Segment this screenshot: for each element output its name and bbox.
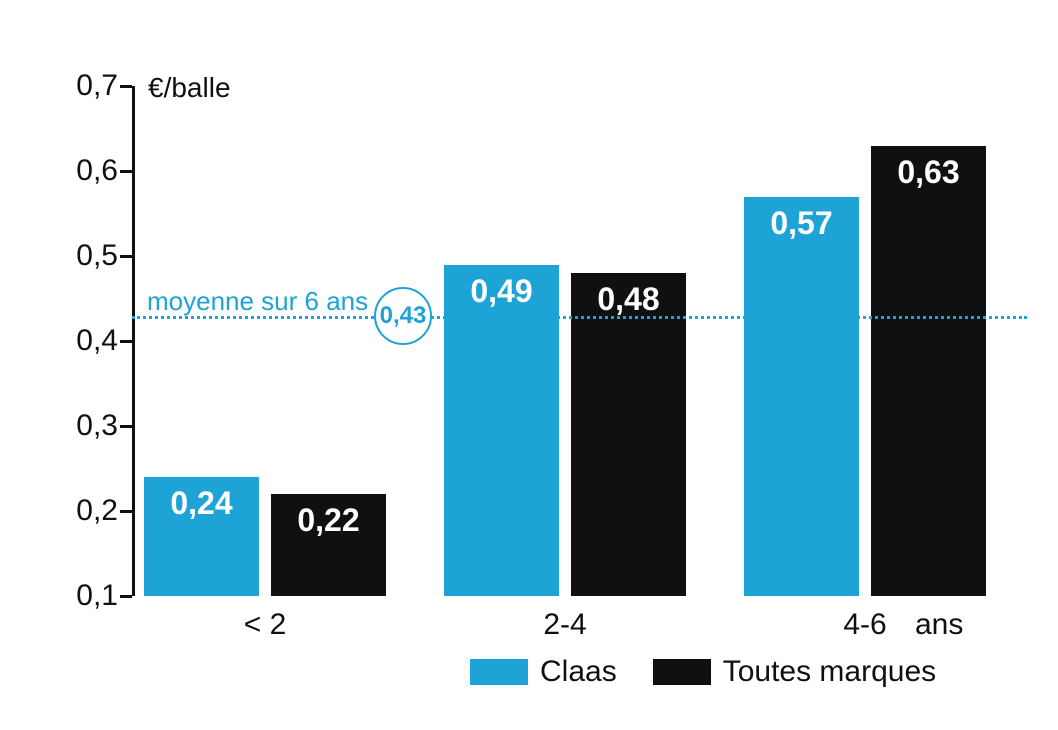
y-tick-mark [120, 255, 132, 258]
legend-label: Claas [540, 655, 617, 689]
bar-toutes-marques-0: 0,22 [271, 494, 386, 596]
bar-claas-2: 0,57 [744, 197, 859, 597]
legend-swatch [653, 659, 711, 685]
plot-area: 0,24 0,22 0,49 0,48 0,57 0,63 moyenne sur 6 an… [132, 86, 1027, 596]
bar-toutes-marques-2: 0,63 [871, 146, 986, 597]
y-tick-label: 0,6 [76, 154, 118, 188]
bar-value-label: 0,22 [297, 502, 359, 539]
bar-value-label: 0,48 [597, 281, 659, 318]
y-tick-label: 0,3 [76, 409, 118, 443]
y-tick-mark [120, 170, 132, 173]
legend: Claas Toutes marques [470, 655, 936, 689]
y-tick-label: 0,2 [76, 494, 118, 528]
legend-label: Toutes marques [723, 655, 936, 689]
bar-claas-0: 0,24 [144, 477, 259, 596]
legend-swatch [470, 659, 528, 685]
bar-value-label: 0,24 [170, 485, 232, 522]
y-tick-label: 0,7 [76, 69, 118, 103]
y-tick-mark [120, 425, 132, 428]
x-category-label: 2-4 [543, 608, 586, 642]
y-tick-label: 0,5 [76, 239, 118, 273]
bar-value-label: 0,49 [470, 273, 532, 310]
bar-claas-1: 0,49 [444, 265, 559, 597]
legend-item-claas: Claas [470, 655, 617, 689]
cost-per-bale-chart: 0,10,20,30,40,50,60,7 €/balle 0,240,220,… [0, 0, 1058, 730]
x-axis-unit: ans [915, 608, 963, 642]
x-category-label: 4-6 [843, 608, 886, 642]
legend-item-toutes-marques: Toutes marques [653, 655, 936, 689]
bar-value-label: 0,63 [897, 154, 959, 191]
y-tick-label: 0,4 [76, 324, 118, 358]
y-tick-mark [120, 340, 132, 343]
average-label: moyenne sur 6 ans [147, 286, 368, 317]
y-tick-mark [120, 85, 132, 88]
bar-toutes-marques-1: 0,48 [571, 273, 686, 596]
bar-value-label: 0,57 [770, 205, 832, 242]
y-tick-mark [120, 595, 132, 598]
y-tick-mark [120, 510, 132, 513]
average-badge: 0,43 [374, 287, 432, 345]
y-tick-label: 0,1 [76, 579, 118, 613]
x-category-label: < 2 [244, 608, 287, 642]
